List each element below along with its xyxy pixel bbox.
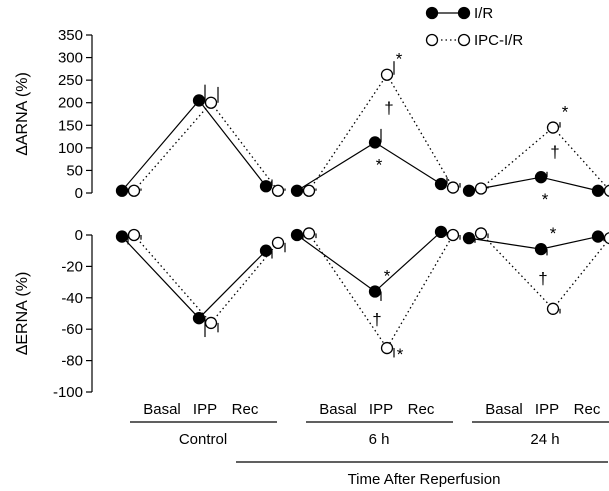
data-point-ipc-ir bbox=[271, 236, 285, 250]
data-point-ir bbox=[192, 312, 206, 325]
x-category-label: IPP bbox=[535, 401, 559, 418]
series-line-ipc-ir bbox=[308, 233, 454, 350]
y-axis-label: ΔERNA (%) bbox=[14, 272, 31, 356]
legend-marker bbox=[457, 6, 471, 20]
data-point-ipc-ir bbox=[380, 68, 394, 81]
data-point-ir bbox=[192, 94, 206, 107]
series-line-ir bbox=[296, 141, 442, 192]
data-point-ipc-ir bbox=[546, 121, 560, 134]
data-point-ir bbox=[368, 136, 382, 149]
data-point-ipc-ir bbox=[603, 184, 609, 197]
significance-marker: * bbox=[550, 224, 557, 243]
data-point-ipc-ir bbox=[474, 182, 488, 195]
y-tick-label: 100 bbox=[58, 140, 83, 157]
significance-marker: * bbox=[542, 190, 549, 209]
y-tick-label: 200 bbox=[58, 95, 83, 112]
group-label: 6 h bbox=[369, 431, 390, 448]
data-point-ipc-ir bbox=[474, 227, 488, 240]
y-tick-label: 0 bbox=[75, 185, 83, 202]
y-tick-label: -40 bbox=[61, 290, 83, 307]
data-point-ipc-ir bbox=[302, 227, 316, 240]
group-label: Control bbox=[179, 431, 227, 448]
data-point-ir bbox=[534, 171, 548, 184]
error-bars-layer bbox=[127, 61, 605, 358]
series-line-ir bbox=[121, 236, 267, 320]
y-axis-label: ΔARNA (%) bbox=[14, 72, 31, 156]
significance-marker: † bbox=[538, 269, 547, 288]
y-tick-label: 300 bbox=[58, 50, 83, 67]
x-category-label: Rec bbox=[574, 401, 601, 418]
data-point-ipc-ir bbox=[127, 228, 141, 242]
legend-marker bbox=[425, 33, 439, 47]
significance-marker: * bbox=[396, 50, 403, 69]
y-tick-label: -80 bbox=[61, 353, 83, 370]
y-tick-label: 0 bbox=[75, 227, 83, 244]
data-point-ir bbox=[368, 285, 382, 298]
data-point-ir bbox=[591, 184, 605, 197]
data-point-ir bbox=[434, 225, 448, 239]
significance-marker: † bbox=[550, 142, 559, 161]
y-tick-label: 150 bbox=[58, 117, 83, 134]
x-category-label: Basal bbox=[143, 401, 181, 418]
y-tick-label: 250 bbox=[58, 72, 83, 89]
y-tick-label: 350 bbox=[58, 27, 83, 44]
significance-marker: * bbox=[397, 345, 404, 364]
group-caption: Time After Reperfusion bbox=[348, 471, 501, 488]
data-point-ipc-ir bbox=[271, 184, 285, 197]
series-line-ir bbox=[468, 176, 599, 192]
series-line-ipc-ir bbox=[133, 101, 279, 192]
series-line-ipc-ir bbox=[133, 234, 279, 324]
group-label: 24 h bbox=[530, 431, 559, 448]
data-points-layer bbox=[115, 6, 609, 355]
data-point-ipc-ir bbox=[603, 232, 609, 245]
significance-marker: * bbox=[376, 155, 383, 174]
x-category-label: IPP bbox=[369, 401, 393, 418]
data-point-ir bbox=[259, 180, 273, 193]
legend-marker bbox=[425, 6, 439, 20]
series-line-ir bbox=[296, 231, 442, 293]
x-category-label: Basal bbox=[319, 401, 357, 418]
axes-layer bbox=[86, 34, 609, 463]
data-point-ir bbox=[534, 242, 548, 256]
data-point-ir bbox=[462, 184, 476, 197]
legend-label: I/R bbox=[474, 5, 493, 22]
y-tick-label: -20 bbox=[61, 258, 83, 275]
data-point-ipc-ir bbox=[204, 316, 218, 330]
data-point-ir bbox=[462, 231, 476, 245]
legend-marker bbox=[457, 33, 471, 47]
significance-marker: * bbox=[562, 103, 569, 122]
y-tick-label: 50 bbox=[66, 162, 83, 179]
significance-marker: † bbox=[384, 99, 393, 118]
data-point-ir bbox=[290, 228, 304, 242]
x-category-label: Basal bbox=[485, 401, 523, 418]
data-point-ir bbox=[434, 177, 448, 191]
data-point-ir bbox=[115, 230, 129, 243]
data-point-ipc-ir bbox=[446, 181, 460, 194]
data-point-ipc-ir bbox=[127, 184, 141, 197]
x-category-label: IPP bbox=[193, 401, 217, 418]
x-category-label: Rec bbox=[408, 401, 435, 418]
data-point-ir bbox=[591, 230, 605, 243]
data-point-ir bbox=[259, 244, 273, 257]
data-point-ir bbox=[115, 184, 129, 197]
data-point-ipc-ir bbox=[546, 302, 560, 315]
data-point-ipc-ir bbox=[380, 341, 394, 355]
data-point-ipc-ir bbox=[302, 184, 316, 197]
x-category-label: Rec bbox=[232, 401, 259, 418]
data-point-ir bbox=[290, 184, 304, 197]
series-line-ir bbox=[468, 235, 599, 250]
y-tick-label: -60 bbox=[61, 321, 83, 338]
significance-marker: † bbox=[372, 310, 381, 329]
data-point-ipc-ir bbox=[446, 228, 460, 242]
y-tick-label: -100 bbox=[53, 384, 83, 401]
data-point-ipc-ir bbox=[204, 96, 218, 109]
significance-marker: * bbox=[384, 267, 391, 286]
legend-label: IPC-I/R bbox=[474, 32, 523, 49]
